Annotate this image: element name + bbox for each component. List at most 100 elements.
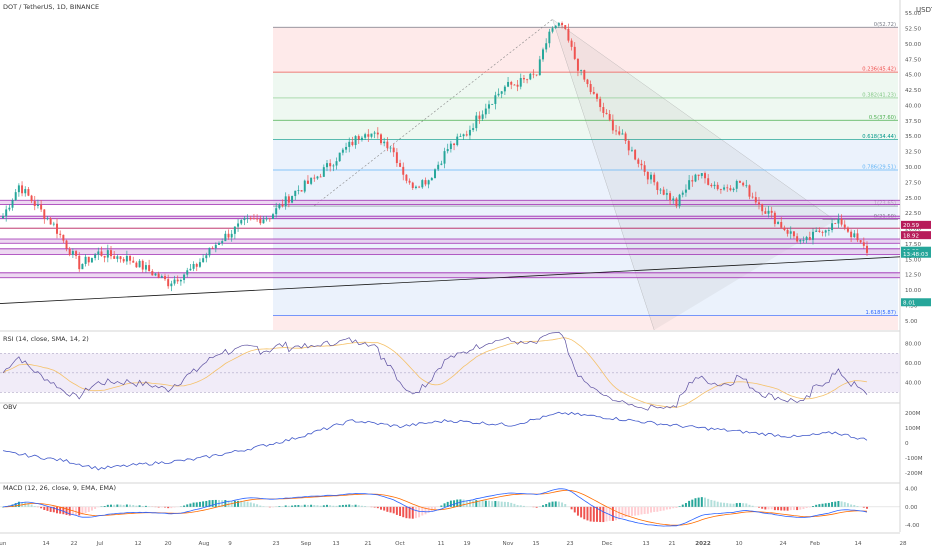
macd-histogram-bar (139, 505, 141, 507)
candle-body (15, 192, 17, 200)
obv-line (3, 412, 867, 470)
candle-body (358, 136, 360, 139)
macd-histogram-bar (380, 507, 382, 510)
macd-histogram-bar (752, 506, 754, 507)
macd-histogram-bar (853, 505, 855, 507)
candle-body (221, 241, 223, 243)
macd-title: MACD (12, 26, close, 9, EMA, EMA) (3, 484, 116, 492)
macd-histogram-bar (450, 501, 452, 507)
macd-histogram-bar (733, 504, 735, 507)
candle-body (320, 177, 322, 178)
candle-body (580, 70, 582, 71)
fib-level-label: 0.236(45.42) (862, 67, 896, 73)
macd-histogram-bar (488, 501, 490, 507)
candle-body (158, 274, 160, 278)
macd-histogram-bar (822, 504, 824, 507)
macd-histogram-bar (434, 507, 436, 509)
candle-body (386, 142, 388, 148)
macd-histogram-bar (66, 507, 68, 515)
candle-body (640, 164, 642, 165)
candle-body (62, 235, 64, 241)
price-tick-label: 35.00 (905, 134, 921, 140)
candle-body (69, 249, 71, 255)
candle-body (498, 94, 500, 95)
macd-histogram-bar (644, 507, 646, 514)
macd-histogram-bar (847, 503, 849, 507)
candle-body (282, 205, 284, 207)
candle-body (31, 196, 33, 201)
macd-histogram-bar (126, 504, 128, 506)
candle-body (348, 142, 350, 147)
candle-body (653, 175, 655, 183)
macd-histogram-bar (647, 507, 649, 514)
candle-body (742, 183, 744, 186)
macd-histogram-bar (780, 507, 782, 511)
macd-histogram-bar (34, 506, 36, 507)
macd-histogram-bar (329, 505, 331, 507)
candle-body (466, 134, 468, 135)
candle-body (558, 23, 560, 26)
time-tick-label: 21 (668, 541, 676, 547)
macd-histogram-bar (723, 503, 725, 507)
macd-histogram-bar (243, 501, 245, 507)
fib-level-label: 1.618(5.87) (866, 310, 896, 316)
macd-histogram-bar (145, 506, 147, 507)
candle-body (59, 234, 61, 235)
macd-histogram-bar (669, 507, 671, 509)
candle-body (542, 49, 544, 59)
candle-body (269, 218, 271, 219)
candle-body (196, 264, 198, 267)
macd-histogram-bar (717, 502, 719, 507)
candle-body (259, 219, 261, 223)
macd-histogram-bar (174, 507, 176, 508)
macd-histogram-bar (818, 504, 820, 507)
macd-histogram-bar (701, 497, 703, 507)
candle-body (745, 185, 747, 186)
candle-body (291, 196, 293, 203)
candle-body (621, 133, 623, 134)
fib-retracement[interactable]: 0(52.72) 0.236(45.42) 0.382(41.23) 0.5(37.6… (273, 19, 898, 330)
candle-body (856, 233, 858, 240)
candle-body (142, 261, 144, 270)
candle-body (612, 120, 614, 131)
macd-histogram-bar (259, 506, 261, 507)
macd-histogram-bar (212, 500, 214, 507)
candle-body (701, 173, 703, 176)
macd-histogram-bar (666, 507, 668, 510)
macd-histogram-bar (323, 505, 325, 507)
candle-body (380, 134, 382, 143)
macd-histogram-bar (297, 505, 299, 507)
macd-histogram-bar (196, 502, 198, 506)
candle-body (409, 181, 411, 183)
candle-body (634, 150, 636, 160)
macd-histogram-bar (707, 499, 709, 507)
price-tick-label: 45.00 (905, 73, 921, 79)
candle-body (628, 141, 630, 151)
macd-histogram-bar (825, 503, 827, 507)
macd-histogram-bar (691, 500, 693, 507)
candle-body (675, 198, 677, 205)
macd-histogram-bar (472, 501, 474, 507)
macd-histogram-bar (253, 503, 255, 506)
candle-body (104, 256, 106, 258)
macd-histogram-bar (637, 507, 639, 515)
macd-histogram-bar (107, 505, 109, 507)
candle-body (199, 262, 201, 267)
macd-histogram-bar (339, 505, 341, 507)
candle-body (399, 163, 401, 167)
macd-histogram-bar (31, 505, 33, 507)
candle-body (548, 32, 550, 44)
candle-body (644, 165, 646, 172)
candle-body (806, 237, 808, 240)
macd-histogram-bar (745, 503, 747, 506)
macd-histogram-bar (574, 507, 576, 513)
candle-body (761, 204, 763, 211)
candle-body (377, 133, 379, 135)
macd-histogram-bar (310, 505, 312, 507)
candle-body (37, 205, 39, 206)
support-zone (0, 273, 900, 278)
time-tick-label: 20 (164, 541, 172, 547)
candle-body (637, 159, 639, 163)
candle-body (186, 270, 188, 274)
macd-histogram-bar (571, 507, 573, 509)
